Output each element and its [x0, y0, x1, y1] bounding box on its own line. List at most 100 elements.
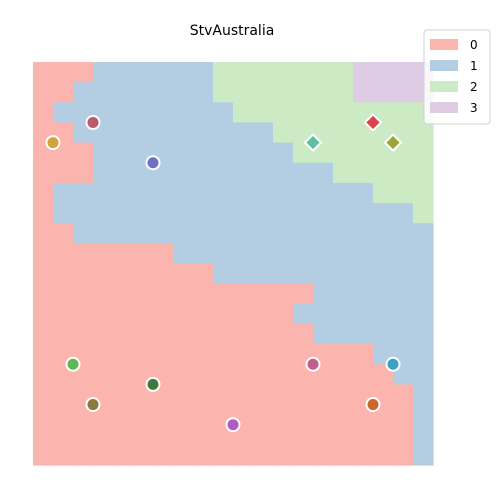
- heatmap-cell: [193, 142, 214, 164]
- heatmap-cell: [113, 142, 134, 164]
- heatmap-cell: [353, 364, 374, 385]
- heatmap-cell: [413, 122, 434, 144]
- heatmap-cell: [413, 283, 434, 305]
- heatmap-cell: [393, 243, 414, 265]
- heatmap-cell: [173, 62, 194, 83]
- heatmap-cell: [353, 82, 374, 103]
- heatmap-cell: [193, 283, 214, 305]
- heatmap-cell: [193, 263, 214, 285]
- heatmap-cell: [353, 243, 374, 265]
- heatmap-cell: [413, 223, 434, 244]
- heatmap-cell: [373, 444, 394, 466]
- heatmap-cell: [253, 122, 274, 144]
- heatmap-cell: [333, 323, 354, 345]
- heatmap-cell: [113, 203, 134, 224]
- heatmap-cell: [93, 444, 114, 466]
- heatmap-cell: [153, 243, 174, 265]
- heatmap-cell: [273, 283, 294, 305]
- heatmap-cell: [193, 223, 214, 244]
- heatmap-cell: [93, 263, 114, 285]
- heatmap-cell: [33, 283, 54, 305]
- heatmap-cell: [33, 344, 54, 365]
- heatmap-cell: [393, 384, 414, 406]
- heatmap-cell: [253, 82, 274, 103]
- heatmap-cell: [153, 404, 174, 426]
- heatmap-layer: [33, 62, 434, 466]
- heatmap-cell: [173, 323, 194, 345]
- heatmap-cell: [373, 323, 394, 345]
- heatmap-cell: [93, 203, 114, 224]
- heatmap-cell: [413, 364, 434, 385]
- heatmap-cell: [113, 122, 134, 144]
- heatmap-cell: [253, 62, 274, 83]
- heatmap-cell: [253, 223, 274, 244]
- heatmap-cell: [153, 223, 174, 244]
- heatmap-cell: [253, 263, 274, 285]
- legend-label: 1: [470, 59, 478, 73]
- heatmap-cell: [253, 344, 274, 365]
- data-point: [385, 356, 401, 372]
- heatmap-cell: [373, 283, 394, 305]
- heatmap-cell: [413, 162, 434, 184]
- heatmap-cell: [113, 323, 134, 345]
- data-point: [65, 356, 81, 372]
- heatmap-cell: [393, 424, 414, 446]
- legend-label: 0: [470, 38, 478, 52]
- heatmap-cell: [293, 263, 314, 285]
- heatmap-cell: [233, 323, 254, 345]
- heatmap-cell: [413, 384, 434, 406]
- heatmap-cell: [393, 223, 414, 244]
- heatmap-cell: [33, 82, 54, 103]
- heatmap-cell: [353, 62, 374, 83]
- heatmap-cell: [193, 243, 214, 265]
- heatmap-cell: [353, 424, 374, 446]
- heatmap-cell: [333, 203, 354, 224]
- heatmap-cell: [293, 404, 314, 426]
- heatmap-cell: [393, 263, 414, 285]
- heatmap-cell: [213, 182, 234, 204]
- heatmap-cell: [413, 142, 434, 164]
- heatmap-cell: [293, 102, 314, 124]
- heatmap-cell: [173, 102, 194, 124]
- heatmap-cell: [133, 122, 154, 144]
- heatmap-cell: [73, 162, 94, 184]
- heatmap-cell: [53, 263, 74, 285]
- heatmap-cell: [373, 182, 394, 204]
- heatmap-cell: [353, 263, 374, 285]
- heatmap-cell: [193, 102, 214, 124]
- heatmap-cell: [253, 203, 274, 224]
- heatmap-cell: [373, 142, 394, 164]
- heatmap-cell: [133, 404, 154, 426]
- heatmap-cell: [33, 243, 54, 265]
- heatmap-cell: [53, 303, 74, 325]
- heatmap-cell: [53, 384, 74, 406]
- heatmap-cell: [133, 303, 154, 325]
- heatmap-cell: [53, 203, 74, 224]
- heatmap-cell: [213, 142, 234, 164]
- heatmap-cell: [53, 424, 74, 446]
- heatmap-cell: [353, 122, 374, 144]
- heatmap-cell: [73, 62, 94, 83]
- heatmap-cell: [253, 182, 274, 204]
- data-point: [303, 133, 323, 153]
- heatmap-cell: [93, 424, 114, 446]
- heatmap-cell: [413, 404, 434, 426]
- legend-swatch: [430, 39, 458, 50]
- heatmap-cell: [373, 424, 394, 446]
- heatmap-cell: [193, 182, 214, 204]
- heatmap-cell: [173, 122, 194, 144]
- chart-title: StvAustralia: [190, 23, 275, 39]
- heatmap-cell: [113, 344, 134, 365]
- heatmap-cell: [153, 122, 174, 144]
- heatmap-cell: [93, 344, 114, 365]
- heatmap-cell: [33, 182, 54, 204]
- heatmap-cell: [93, 323, 114, 345]
- heatmap-cell: [333, 122, 354, 144]
- heatmap-cell: [313, 82, 334, 103]
- heatmap-cell: [353, 283, 374, 305]
- heatmap-cell: [133, 82, 154, 103]
- heatmap-cell: [133, 444, 154, 466]
- heatmap-cell: [313, 404, 334, 426]
- heatmap-cell: [233, 102, 254, 124]
- heatmap-cell: [313, 323, 334, 345]
